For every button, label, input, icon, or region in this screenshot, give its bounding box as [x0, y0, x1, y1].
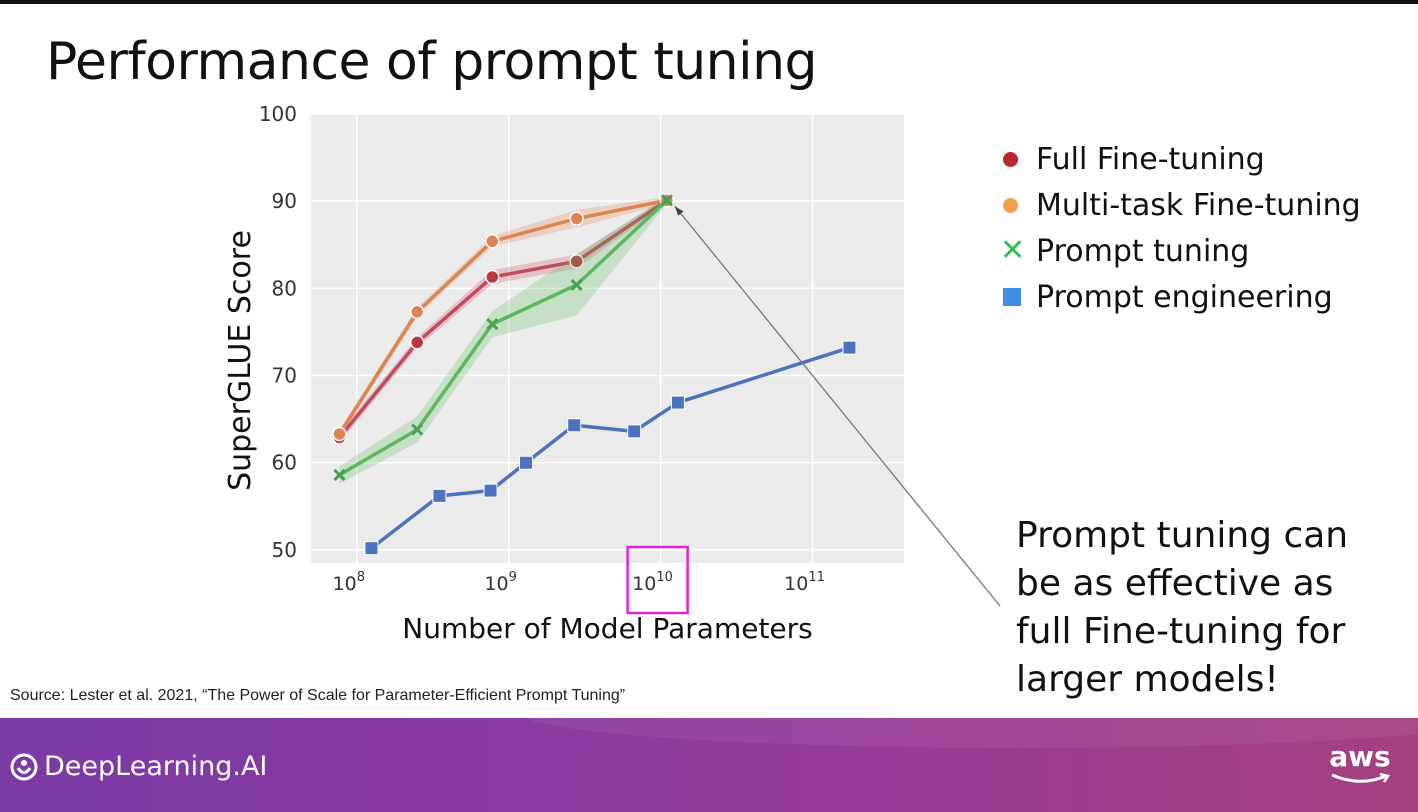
data-point — [569, 254, 584, 269]
legend: Full Fine-tuning Multi-task Fine-tuning … — [1000, 136, 1361, 320]
y-tick-label: 50 — [272, 538, 297, 562]
legend-marker-x-icon: ✕ — [1000, 233, 1026, 268]
x-tick-label: 1010 — [632, 570, 673, 595]
x-axis-label: Number of Model Parameters — [402, 612, 813, 645]
x-tick-label: 1011 — [784, 570, 825, 595]
data-point — [569, 211, 584, 226]
data-point — [483, 483, 498, 498]
x-tick-label: 109 — [484, 570, 516, 595]
data-point — [409, 335, 425, 350]
data-point — [485, 269, 500, 285]
plot-area — [311, 114, 904, 563]
source-citation: Source: Lester et al. 2021, “The Power o… — [10, 687, 626, 704]
series-band — [339, 196, 667, 484]
legend-item-prompt-engineering: Prompt engineering — [1000, 274, 1361, 320]
highlight-box — [626, 545, 689, 615]
y-tick-label: 60 — [272, 451, 297, 475]
legend-marker-circle-icon — [1003, 151, 1018, 167]
data-point — [409, 304, 425, 320]
legend-item-prompt-tuning: ✕ Prompt tuning — [1000, 228, 1361, 274]
legend-item-full-fine-tuning: Full Fine-tuning — [1000, 136, 1361, 182]
data-point — [411, 423, 424, 436]
data-point — [518, 455, 533, 470]
aws-smile-icon — [1331, 773, 1391, 783]
data-point — [486, 318, 499, 331]
x-tick-label: 108 — [333, 570, 365, 595]
data-point — [364, 541, 379, 556]
chart: 50 60 70 80 90 100 108 109 1010 1011 Number of Mod… — [223, 102, 1001, 645]
y-tick-label: 80 — [272, 276, 297, 300]
deeplearning-logo-icon — [10, 753, 38, 780]
legend-marker-square-icon — [1003, 288, 1021, 306]
brand-logo: DeepLearning.AI — [10, 751, 267, 782]
top-border — [0, 0, 1418, 4]
footer-banner: DeepLearning.AI aws — [0, 718, 1418, 812]
brand-name: DeepLearning.AI — [44, 751, 268, 782]
data-point — [627, 424, 642, 439]
legend-label: Multi-task Fine-tuning — [1036, 187, 1361, 223]
legend-item-multi-task-fine-tuning: Multi-task Fine-tuning — [1000, 182, 1361, 228]
data-point — [567, 418, 582, 433]
aws-logo: aws — [1328, 740, 1392, 785]
data-point — [570, 278, 583, 291]
data-point — [842, 340, 857, 355]
annotation-arrowhead — [674, 206, 684, 216]
data-point — [670, 395, 685, 410]
series-band — [339, 196, 667, 443]
legend-label: Prompt tuning — [1036, 233, 1250, 269]
data-point — [432, 488, 447, 503]
y-tick-label: 70 — [272, 364, 297, 388]
aws-wordmark: aws — [1329, 740, 1391, 773]
data-point — [660, 194, 673, 207]
y-axis-label: SuperGLUE Score — [223, 230, 258, 491]
legend-label: Full Fine-tuning — [1036, 141, 1265, 177]
data-point — [333, 468, 346, 482]
y-tick-label: 100 — [259, 102, 297, 126]
data-point — [485, 234, 500, 249]
page-title: Performance of prompt tuning — [46, 32, 818, 92]
legend-marker-circle-icon — [1003, 197, 1018, 213]
callout-text: Prompt tuning can be as effective as ful… — [1016, 515, 1349, 700]
data-point — [332, 426, 347, 442]
y-tick-label: 90 — [272, 189, 297, 213]
series-line — [370, 345, 850, 550]
annotation-arrow — [674, 205, 1001, 607]
legend-label: Prompt engineering — [1036, 279, 1333, 315]
